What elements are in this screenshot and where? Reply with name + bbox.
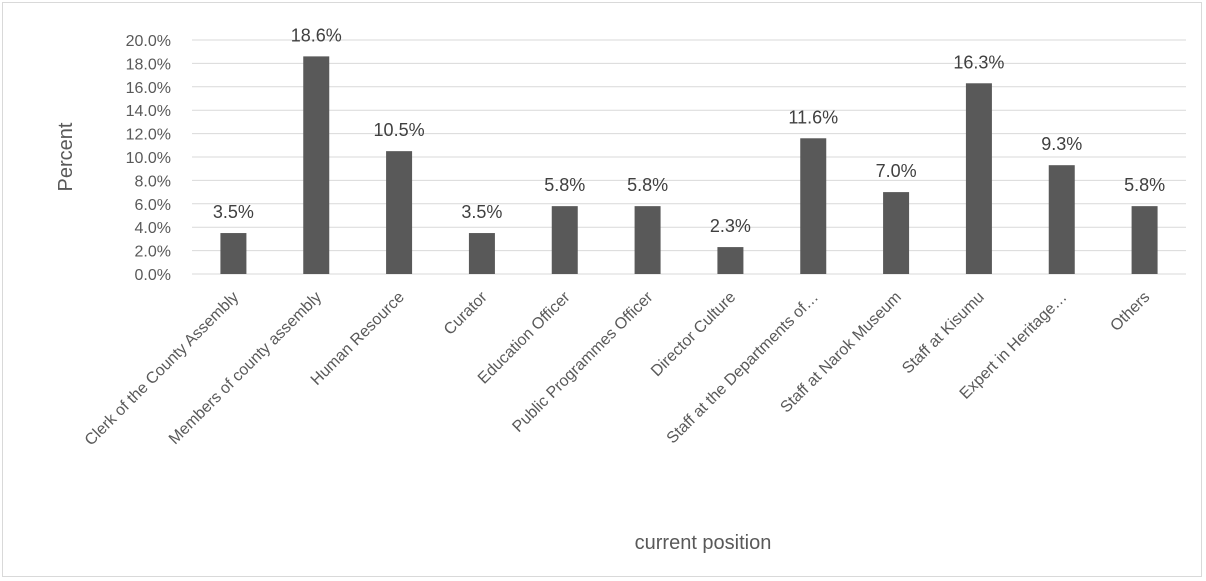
bar: [634, 206, 661, 274]
x-tick-label: Staff at Kisumu: [899, 289, 988, 378]
data-label: 5.8%: [627, 175, 668, 195]
x-tick-label: Staff at the Departments of…: [664, 289, 822, 447]
bar: [717, 247, 744, 274]
y-tick-label: 10.0%: [126, 150, 171, 167]
x-tick-label: Director Culture: [648, 289, 739, 380]
y-tick-label: 14.0%: [126, 103, 171, 120]
y-axis-ticks: 0.0% 2.0% 4.0% 6.0% 8.0% 10.0% 12.0% 14.0% 16.0%…: [126, 33, 171, 284]
x-tick-label: Members of county assembly: [166, 289, 325, 448]
x-axis-title: current position: [635, 532, 772, 554]
bar: [965, 83, 992, 274]
y-tick-label: 6.0%: [135, 197, 171, 214]
y-tick-label: 12.0%: [126, 127, 171, 144]
data-label: 18.6%: [291, 25, 342, 45]
x-tick-label: Public Programmes Officer: [509, 288, 656, 435]
y-tick-label: 2.0%: [135, 244, 171, 261]
data-label: 5.8%: [1124, 175, 1165, 195]
x-tick-label: Others: [1107, 289, 1153, 335]
data-label: 5.8%: [544, 175, 585, 195]
y-tick-label: 0.0%: [135, 267, 171, 284]
y-tick-label: 4.0%: [135, 220, 171, 237]
bar: [883, 192, 910, 274]
data-labels: 3.5% 18.6% 10.5% 3.5% 5.8% 5.8% 2.3% 11.6% 7.0% 1…: [213, 25, 1165, 236]
bar: [1131, 206, 1158, 274]
data-label: 9.3%: [1041, 134, 1082, 154]
bar: [551, 206, 578, 274]
y-tick-label: 16.0%: [126, 80, 171, 97]
y-axis-title: Percent: [55, 122, 77, 191]
data-label: 7.0%: [876, 161, 917, 181]
y-tick-label: 20.0%: [126, 33, 171, 50]
data-label: 11.6%: [788, 107, 838, 127]
bar: [303, 56, 330, 274]
bars: [220, 56, 1158, 274]
bar: [1048, 165, 1075, 274]
y-tick-label: 18.0%: [126, 56, 171, 73]
gridlines: [192, 39, 1186, 275]
bar: [468, 233, 495, 274]
x-tick-label: Human Resource: [308, 289, 408, 389]
data-label: 3.5%: [461, 202, 502, 222]
data-label: 3.5%: [213, 202, 254, 222]
x-tick-label: Clerk of the County Assembly: [82, 289, 242, 449]
x-tick-label: Education Officer: [475, 288, 574, 387]
y-tick-label: 8.0%: [135, 173, 171, 190]
bar: [220, 233, 247, 274]
bar: [800, 138, 827, 274]
x-tick-label: Curator: [441, 288, 491, 338]
data-label: 10.5%: [374, 120, 425, 140]
data-label: 2.3%: [710, 216, 751, 236]
bar: [386, 151, 413, 274]
data-label: 16.3%: [953, 52, 1004, 72]
